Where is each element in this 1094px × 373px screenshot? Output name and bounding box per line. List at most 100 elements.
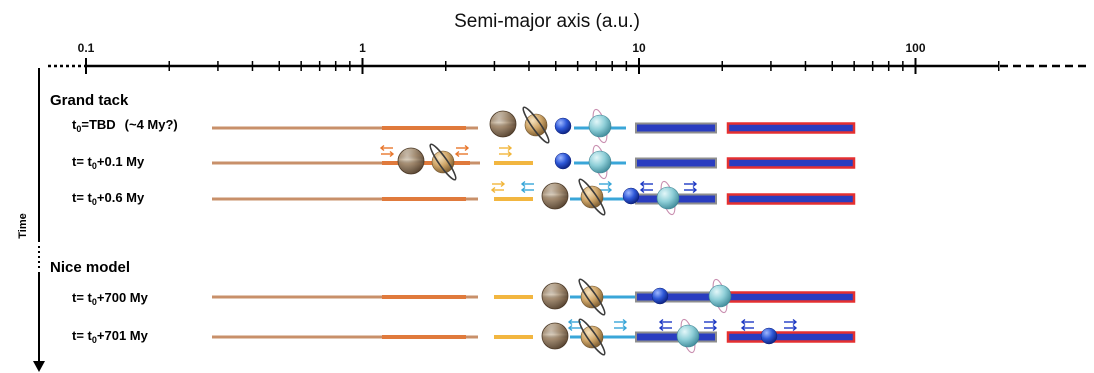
jupiter-bands <box>490 111 516 137</box>
asteroid-band <box>494 197 533 201</box>
jupiter-icon <box>541 322 569 350</box>
row-3 <box>212 178 856 216</box>
inner-disk-tail <box>466 295 478 299</box>
row-label-2: t= t0+0.1 My <box>72 154 145 171</box>
jupiter-icon <box>489 110 517 138</box>
migration-arrows <box>499 144 513 158</box>
uranus-body <box>676 324 700 348</box>
neptune-body <box>554 152 572 170</box>
terrestrial-band <box>382 161 470 165</box>
asteroid-band <box>494 335 533 339</box>
arrow-head <box>607 180 613 188</box>
inner-disk-line <box>212 295 382 299</box>
arrow-head <box>520 180 526 188</box>
uranus-icon <box>676 318 700 354</box>
row-label-3: t= t0+0.6 My <box>72 190 145 207</box>
axis-minor-ticks <box>168 61 1000 71</box>
arrow-head <box>639 186 645 194</box>
inner-disk-tail <box>466 335 478 339</box>
kuiper-belt <box>635 157 717 169</box>
jupiter-icon <box>397 147 425 175</box>
saturn-ring <box>429 143 457 181</box>
arrow-head <box>712 324 718 332</box>
outer-disk <box>726 291 856 303</box>
jupiter-bands <box>542 183 568 209</box>
inner-disk-tail <box>470 161 480 165</box>
tick-label: 10 <box>632 41 646 55</box>
inner-disk-line <box>212 126 382 130</box>
jupiter-bands <box>542 323 568 349</box>
row-2 <box>212 143 856 181</box>
row-1 <box>212 106 856 144</box>
saturn-body <box>431 150 455 174</box>
migration-arrows <box>684 180 698 194</box>
saturn-ring <box>578 278 606 316</box>
saturn-icon <box>578 278 606 316</box>
tick-label: 0.1 <box>78 41 95 55</box>
arrow-head <box>379 144 385 152</box>
uranus-body <box>588 114 612 138</box>
migration-arrows <box>379 144 395 158</box>
neptune-icon <box>554 152 572 170</box>
arrow-head <box>692 180 698 188</box>
terrestrial-band <box>382 126 466 130</box>
inner-disk-line <box>212 161 382 165</box>
arrow-head <box>622 324 628 332</box>
time-axis-label: Time <box>17 213 29 238</box>
migration-arrows <box>454 144 470 158</box>
outer-disk <box>726 331 856 343</box>
migration-arrows <box>614 318 628 332</box>
migration-arrows <box>740 318 754 332</box>
migration-arrows <box>599 180 613 194</box>
outer-disk <box>726 122 856 134</box>
kuiper-belt <box>635 122 717 134</box>
axis-major-ticks <box>85 58 917 74</box>
arrow-head <box>520 186 526 194</box>
kuiper-belt <box>635 291 717 303</box>
terrestrial-band <box>382 335 466 339</box>
saturn-icon <box>578 318 606 356</box>
uranus-body <box>708 284 732 308</box>
arrow-head <box>567 324 573 332</box>
tick-label: 1 <box>359 41 366 55</box>
arrow-head <box>658 318 664 326</box>
inner-disk-tail <box>466 126 478 130</box>
saturn-body <box>580 185 604 209</box>
saturn-ring <box>578 178 606 216</box>
row-label-4: t= t0+700 My <box>72 290 149 307</box>
inner-disk-tail <box>466 197 478 201</box>
uranus-icon <box>656 180 680 216</box>
arrow-head <box>454 150 460 158</box>
migration-arrows <box>704 318 718 332</box>
arrow-head <box>712 318 718 326</box>
arrow-head <box>639 180 645 188</box>
neptune-icon <box>554 117 572 135</box>
terrestrial-band <box>382 197 466 201</box>
arrow-head <box>792 324 798 332</box>
saturn-icon <box>578 178 606 216</box>
row-5 <box>212 318 856 356</box>
outer-disk <box>726 157 856 169</box>
neptune-icon <box>651 287 669 305</box>
migration-arrows <box>784 318 798 332</box>
jupiter-icon <box>541 282 569 310</box>
jupiter-icon <box>541 182 569 210</box>
uranus-body <box>656 186 680 210</box>
kuiper-belt <box>635 331 717 343</box>
uranus-icon <box>588 108 612 144</box>
migration-arrows <box>658 318 672 332</box>
saturn-ring <box>578 318 606 356</box>
tick-label: 100 <box>905 41 925 55</box>
arrow-head <box>622 318 628 326</box>
jupiter-bands <box>542 283 568 309</box>
row-4 <box>212 278 856 316</box>
arrow-head <box>500 180 506 188</box>
rows-layer <box>212 106 856 356</box>
arrow-head <box>607 186 613 194</box>
row-label-1: t0=TBD (~4 My?) <box>72 117 178 134</box>
arrow-head <box>740 324 746 332</box>
arrow-head <box>464 144 470 152</box>
neptune-body <box>554 117 572 135</box>
section-title-nice-model: Nice model <box>50 259 130 276</box>
